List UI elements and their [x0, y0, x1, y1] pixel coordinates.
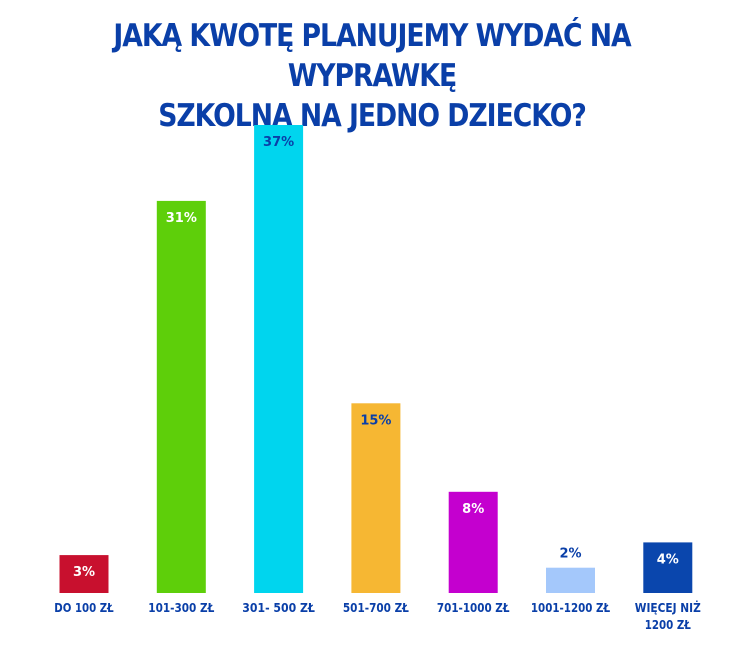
- bar-value-label-2: 31%: [166, 211, 197, 226]
- bar-value-label-4: 15%: [360, 413, 391, 428]
- bar-value-label-5: 8%: [462, 502, 484, 517]
- bar-3: [254, 125, 304, 593]
- category-label-7: WIĘCEJ NIŻ 1200 ZŁ: [635, 600, 701, 632]
- bars-group: [59, 125, 693, 593]
- bar-value-label-7: 4%: [657, 552, 679, 567]
- chart-title-line-2: SZKOLNĄ NA JEDNO DZIECKO?: [158, 98, 587, 134]
- bar-value-label-3: 37%: [263, 135, 294, 150]
- bar-5: [448, 491, 498, 593]
- category-label-3: 301- 500 ZŁ: [242, 601, 315, 615]
- category-label-5: 701-1000 ZŁ: [437, 601, 510, 615]
- category-label-4: 501-700 ZŁ: [343, 601, 409, 615]
- category-label-6: 1001-1200 ZŁ: [531, 601, 610, 615]
- bar-4: [351, 403, 401, 593]
- bar-value-label-1: 3%: [73, 565, 95, 580]
- bar-2: [156, 200, 206, 593]
- bar-1: [59, 555, 109, 593]
- chart-title: JAKĄ KWOTĘ PLANUJEMY WYDAĆ NA WYPRAWKĘ S…: [52, 16, 692, 136]
- bar-6: [546, 567, 595, 593]
- category-label-1: DO 100 ZŁ: [54, 601, 114, 615]
- bar-7: [643, 542, 693, 593]
- chart-title-line-1: JAKĄ KWOTĘ PLANUJEMY WYDAĆ NA WYPRAWKĘ: [113, 18, 631, 94]
- labels-group: 3% DO 100 ZŁ 31% 101-300 ZŁ 37% 301- 500 ZŁ 15…: [54, 135, 701, 632]
- category-label-2: 101-300 ZŁ: [148, 601, 214, 615]
- bar-value-label-6: 2%: [559, 547, 581, 562]
